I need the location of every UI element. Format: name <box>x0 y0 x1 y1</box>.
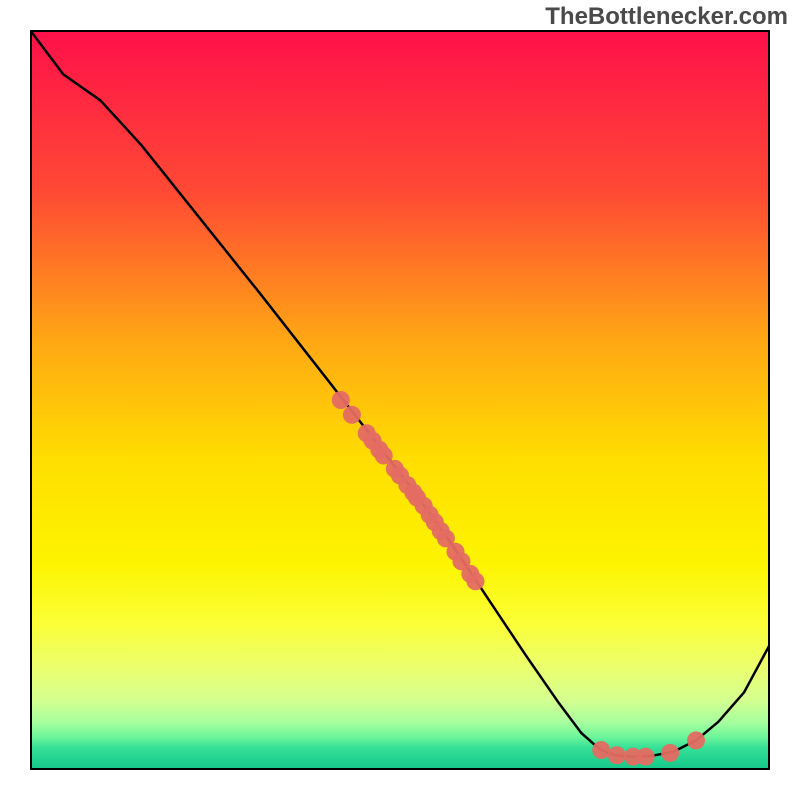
plot-area <box>30 30 770 770</box>
data-marker <box>687 731 705 749</box>
data-marker <box>466 572 484 590</box>
data-marker <box>343 406 361 424</box>
data-marker <box>637 748 655 766</box>
plot-svg <box>30 30 770 770</box>
data-marker <box>332 391 350 409</box>
data-marker <box>608 746 626 764</box>
data-marker <box>592 741 610 759</box>
data-marker <box>661 744 679 762</box>
bottleneck-chart: TheBottlenecker.com <box>0 0 800 800</box>
watermark-text: TheBottlenecker.com <box>545 3 788 31</box>
bottleneck-curve <box>30 30 770 757</box>
